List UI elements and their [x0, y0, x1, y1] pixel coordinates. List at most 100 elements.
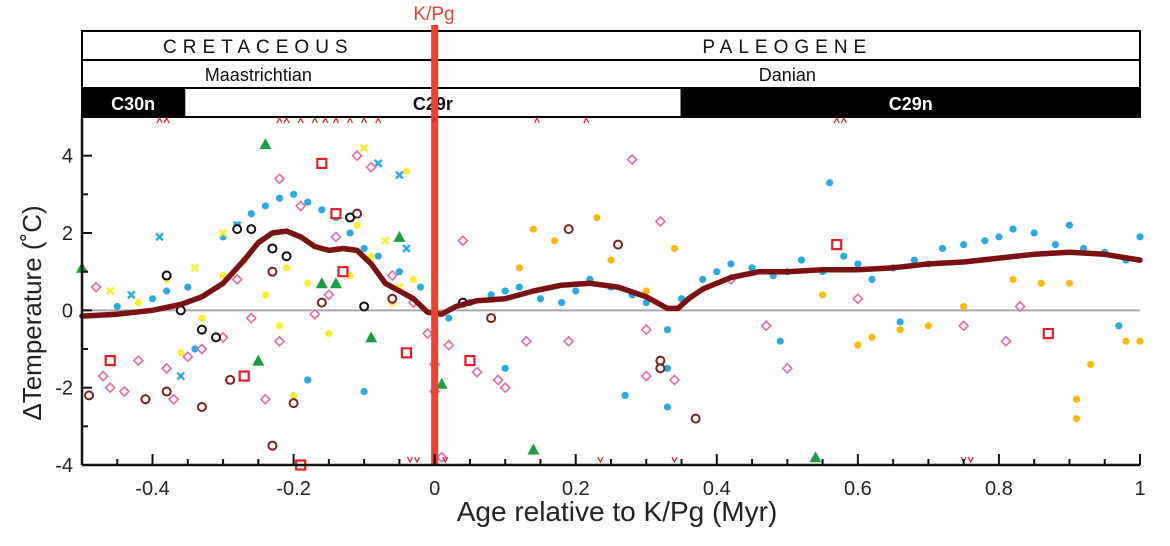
point-6-30: [492, 374, 504, 386]
point-5-5: [380, 236, 390, 246]
point-1-5: [275, 194, 284, 202]
point-6-19: [351, 150, 363, 162]
point-7-6: [400, 347, 413, 359]
point-4-5: [373, 159, 383, 168]
rug-marks: [156, 116, 974, 464]
stage-band: Maastrichtian Danian: [81, 59, 1141, 89]
point-6-34: [626, 153, 638, 166]
chron-box-c29n: [680, 87, 1141, 118]
point-5-1: [105, 286, 115, 296]
point-1-7: [304, 198, 312, 206]
chron-band: C30nC29rC29n: [81, 87, 1141, 118]
point-1-11: [360, 244, 368, 253]
point-3-12: [924, 322, 933, 330]
point-8-3: [252, 354, 265, 366]
point-2-8: [304, 279, 312, 287]
point-4-2: [155, 232, 164, 242]
point-6-4: [118, 385, 130, 398]
point-8-9: [527, 443, 540, 455]
point-9-3: [161, 386, 172, 397]
x-tick-label: 0.4: [703, 478, 731, 500]
point-9-7: [267, 266, 278, 277]
chron-label-c30n: C30n: [111, 94, 155, 114]
kpg-boundary-group: [431, 25, 439, 465]
data-points: [76, 138, 1144, 471]
point-8-5: [329, 277, 342, 289]
point-8-8: [435, 377, 448, 389]
point-7-5: [337, 266, 349, 278]
point-3-20: [1122, 337, 1130, 345]
point-1-58: [826, 179, 834, 187]
point-1-62: [184, 283, 192, 291]
point-10-1: [161, 270, 172, 281]
point-1-64: [304, 376, 312, 384]
rug-top-13: [533, 116, 540, 124]
point-1-61: [163, 287, 171, 295]
point-1-51: [1030, 229, 1038, 237]
rug-top-6: [311, 116, 318, 124]
point-2-11: [367, 252, 375, 260]
point-1-57: [1136, 233, 1144, 241]
point-1-42: [868, 275, 876, 283]
point-6-31: [499, 382, 511, 394]
rug-top-9: [346, 116, 354, 124]
period-box-cretaceous: [81, 30, 436, 61]
point-7-7: [464, 355, 476, 367]
point-6-26: [436, 451, 448, 463]
trend-line: [79, 228, 1143, 319]
point-9-17: [690, 413, 701, 424]
rug-top-7: [322, 116, 329, 124]
point-2-3: [198, 314, 206, 322]
point-2-13: [402, 167, 411, 175]
point-10-10: [359, 301, 370, 312]
point-1-34: [727, 260, 735, 268]
point-3-7: [670, 244, 679, 253]
rug-bottom-2: [413, 456, 421, 464]
point-6-7: [161, 362, 173, 374]
point-6-17: [309, 308, 321, 320]
rug-bottom-3: [442, 456, 449, 464]
point-6-18: [323, 289, 335, 301]
kpg-boundary-label: K/Pg: [413, 4, 454, 25]
point-6-12: [231, 273, 243, 286]
point-6-27: [443, 339, 455, 351]
point-2-14: [409, 275, 418, 283]
point-1-46: [938, 244, 947, 253]
point-2-6: [261, 291, 269, 299]
point-1-23: [572, 287, 580, 295]
point-3-6: [642, 287, 650, 295]
point-9-6: [267, 440, 278, 451]
point-7-3: [316, 157, 328, 169]
point-3-5: [607, 256, 615, 264]
rug-top-3: [276, 116, 283, 124]
point-7-8: [831, 239, 843, 251]
point-10-6: [246, 224, 257, 235]
point-6-2: [97, 370, 109, 382]
stage-label-danian: Danian: [759, 65, 816, 85]
point-6-16: [295, 200, 307, 212]
point-10-4: [211, 332, 222, 343]
point-6-41: [781, 362, 793, 374]
point-1-60: [148, 295, 157, 303]
point-10-5: [232, 224, 243, 235]
point-6-46: [273, 173, 286, 185]
point-9-5: [225, 374, 236, 385]
point-5-4: [359, 143, 369, 153]
point-4-7: [402, 244, 411, 253]
rug-bottom-4: [597, 456, 604, 464]
point-6-38: [668, 374, 681, 386]
point-2-15: [353, 221, 361, 229]
x-tick-label: 0.2: [562, 478, 590, 500]
point-8-2: [259, 138, 272, 150]
point-1-10: [346, 229, 354, 237]
point-7-1: [104, 355, 116, 367]
stage-box-danian: [433, 59, 1141, 89]
point-6-5: [132, 354, 145, 367]
point-1-67: [621, 391, 629, 399]
point-1-16: [445, 314, 453, 322]
point-6-36: [640, 324, 652, 336]
point-3-18: [1072, 415, 1081, 423]
point-6-13: [245, 312, 257, 324]
point-1-66: [501, 364, 509, 372]
